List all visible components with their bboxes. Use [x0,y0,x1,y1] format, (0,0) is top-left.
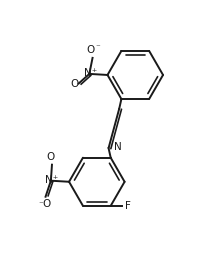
Text: O: O [71,79,79,89]
Text: ⁻: ⁻ [38,200,43,209]
Text: N⁺: N⁺ [84,68,97,78]
Text: O: O [42,199,50,210]
Text: N: N [114,142,122,152]
Text: O: O [47,152,55,162]
Text: O: O [87,45,95,55]
Text: F: F [125,201,131,211]
Text: ⁻: ⁻ [95,44,100,52]
Text: N⁺: N⁺ [45,175,58,185]
